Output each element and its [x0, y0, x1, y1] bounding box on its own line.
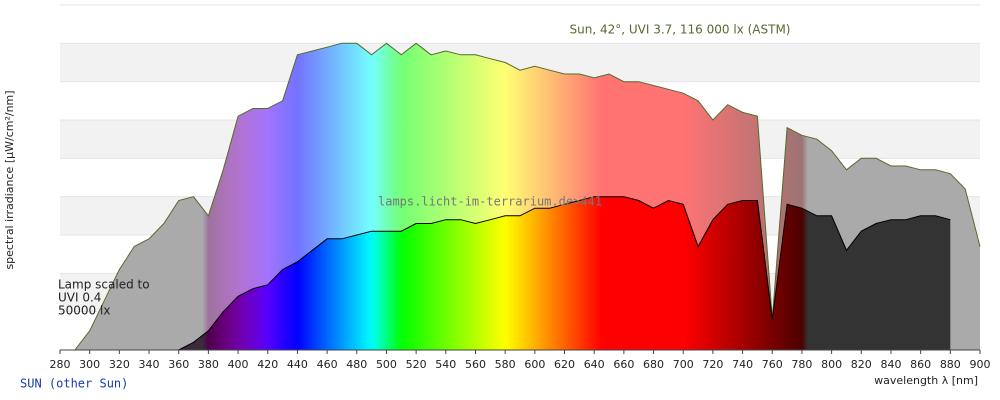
x-tick-label: 280: [50, 358, 71, 371]
x-tick-label: 800: [821, 358, 842, 371]
x-tick-label: 880: [940, 358, 961, 371]
x-tick-label: 300: [79, 358, 100, 371]
y-axis-label: spectral irradiance [µW/cm²/nm]: [3, 90, 16, 269]
lamp-annotation: Lamp scaled to: [58, 278, 150, 292]
lamp-annotation: 50000 lx: [58, 304, 110, 318]
series-line: [178, 196, 951, 351]
x-tick-label: 520: [406, 358, 427, 371]
sun-annotation: Sun, 42°, UVI 3.7, 116 000 lx (ASTM): [570, 23, 791, 37]
x-tick-label: 340: [139, 358, 160, 371]
x-tick-label: 460: [317, 358, 338, 371]
grid-band: [60, 5, 980, 44]
x-tick-label: 840: [880, 358, 901, 371]
lamp-annotation: UVI 0.4: [58, 291, 101, 305]
series-line: [74, 42, 981, 351]
x-tick-label: 560: [465, 358, 486, 371]
x-tick-label: 400: [228, 358, 249, 371]
x-tick-label: 440: [287, 358, 308, 371]
x-tick-label: 580: [495, 358, 516, 371]
x-tick-label: 720: [702, 358, 723, 371]
x-tick-label: 380: [198, 358, 219, 371]
x-tick-label: 820: [851, 358, 872, 371]
x-tick-label: 620: [554, 358, 575, 371]
sun-link[interactable]: SUN (other Sun): [20, 377, 128, 391]
x-tick-label: 540: [435, 358, 456, 371]
x-tick-label: 900: [970, 358, 991, 371]
x-tick-label: 780: [791, 358, 812, 371]
watermark: lamps.licht-im-terrarium.de>441: [378, 195, 602, 209]
x-tick-label: 700: [673, 358, 694, 371]
x-tick-label: 680: [643, 358, 664, 371]
x-tick-label: 640: [584, 358, 605, 371]
x-tick-label: 660: [613, 358, 634, 371]
x-tick-label: 600: [524, 358, 545, 371]
x-tick-label: 760: [762, 358, 783, 371]
marks: [59, 42, 981, 354]
x-tick-label: 320: [109, 358, 130, 371]
x-tick-label: 740: [732, 358, 753, 371]
x-tick-label: 360: [168, 358, 189, 371]
x-axis-label: wavelength λ [nm]: [874, 374, 978, 387]
x-tick-label: 500: [376, 358, 397, 371]
x-tick-label: 860: [910, 358, 931, 371]
x-tick-label: 480: [346, 358, 367, 371]
x-tick-label: 420: [257, 358, 278, 371]
